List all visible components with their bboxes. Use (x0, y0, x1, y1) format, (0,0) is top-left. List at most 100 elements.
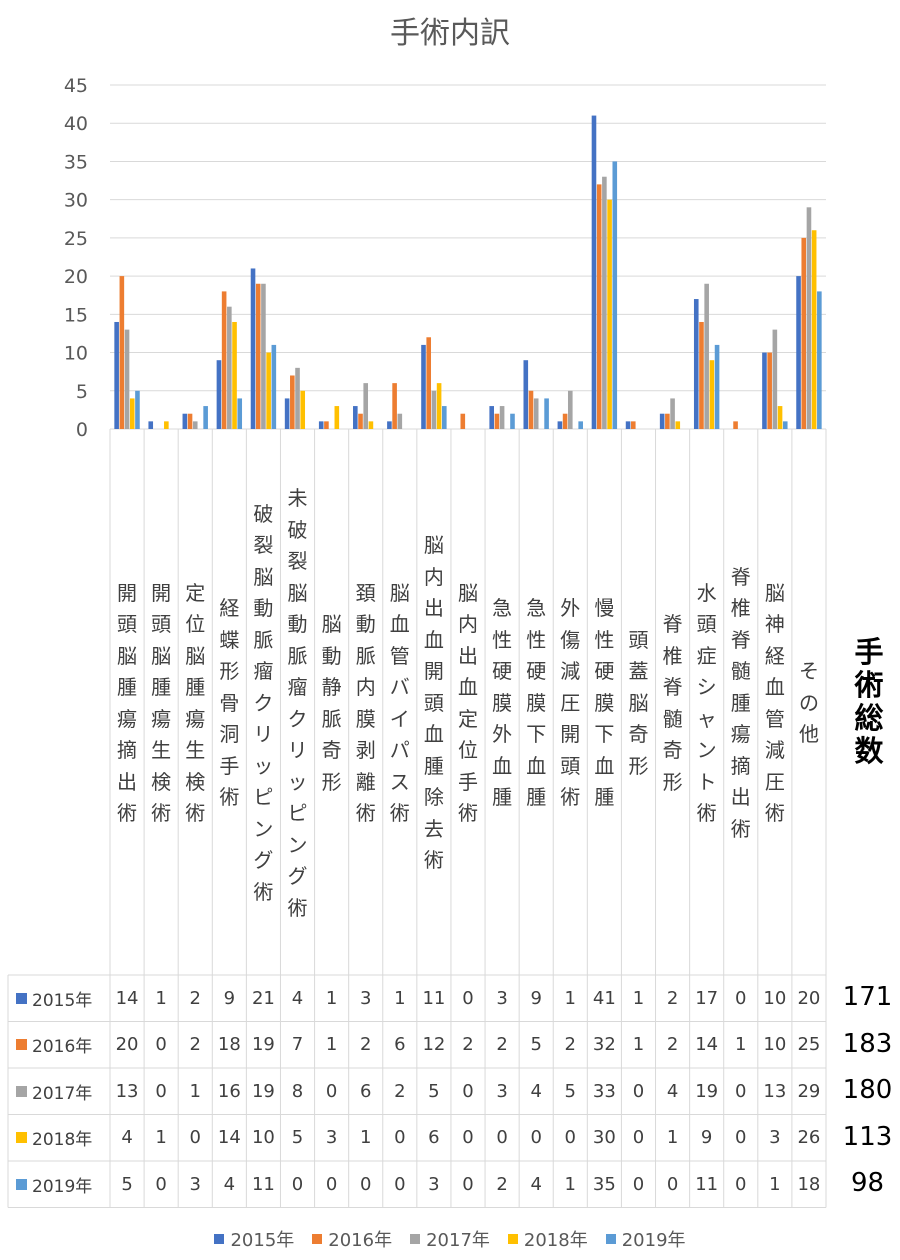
bar (129, 398, 135, 429)
table-cell: 17 (695, 987, 719, 1009)
bar (489, 406, 494, 429)
table-cell: 2 (496, 1173, 508, 1195)
table-cell: 19 (251, 1034, 275, 1055)
bar (164, 421, 169, 429)
bar (817, 291, 822, 429)
table-cell: 4 (223, 1173, 236, 1195)
table-cell: 0 (632, 1080, 645, 1102)
bar (135, 390, 140, 429)
bar (494, 413, 500, 429)
table-cell: 3 (769, 1127, 781, 1148)
table-cell: 20 (797, 987, 821, 1009)
category-label: 定位脳腫瘍生検術 (185, 580, 206, 826)
table-cell: 5 (121, 1173, 133, 1195)
table-cell: 1 (325, 1034, 338, 1055)
table-cell: 1 (359, 1127, 372, 1148)
table-cell: 5 (530, 1034, 542, 1055)
bar (591, 115, 597, 430)
table-cell: 18 (797, 1173, 821, 1195)
table-cell: 5 (564, 1080, 576, 1102)
table-cell: 0 (325, 1080, 338, 1102)
y-tick-label: 30 (64, 190, 88, 212)
series-swatch (16, 1178, 27, 1190)
table-cell: 25 (797, 1034, 821, 1055)
table-cell: 35 (592, 1173, 616, 1195)
series-swatch (16, 1085, 27, 1097)
category-label: 破裂脳動脈瘤クリッピング術 (253, 501, 274, 904)
category-label: 外傷減圧開頭術 (560, 596, 581, 810)
table-cell: 33 (592, 1080, 616, 1102)
category-label: 慢性硬膜下血腫 (594, 596, 615, 810)
category-label: 脳内出血定位手術 (458, 580, 478, 826)
table-cell: 13 (115, 1080, 139, 1102)
bar (533, 398, 539, 429)
legend-swatch (214, 1234, 225, 1244)
bar (767, 352, 772, 429)
bar (237, 398, 243, 429)
series-row-label: 2018年 (10, 1115, 106, 1161)
legend-swatch (507, 1234, 518, 1244)
bar (436, 383, 442, 429)
category-label: 脊椎脊髄奇形 (662, 612, 683, 794)
table-cell: 1 (564, 987, 576, 1009)
bar (114, 321, 119, 429)
bar (216, 360, 222, 429)
bar (811, 230, 817, 429)
series-name: 2015年 (32, 990, 93, 1011)
table-cell: 11 (251, 1173, 275, 1195)
legend-item: 2018年 (507, 1226, 588, 1252)
table-cell: 6 (359, 1080, 372, 1102)
table-cell: 12 (422, 1034, 446, 1055)
bar (387, 421, 392, 429)
legend-swatch (605, 1234, 616, 1244)
table-cell: 0 (735, 1080, 747, 1102)
bar (192, 421, 198, 429)
bar (431, 390, 437, 429)
table-cell: 21 (251, 987, 275, 1009)
table-cell: 0 (735, 1173, 747, 1195)
category-label: 頭蓋脳奇形 (628, 627, 649, 778)
table-cell: 2 (359, 1034, 372, 1055)
table-cell: 0 (462, 1080, 474, 1102)
y-tick-label: 25 (64, 228, 88, 250)
bar (806, 207, 812, 429)
bar (670, 398, 675, 429)
bar (124, 329, 130, 429)
table-cell: 1 (666, 1127, 679, 1148)
table-cell: 19 (695, 1080, 719, 1102)
table-cell: 1 (394, 987, 406, 1009)
bar (777, 406, 783, 429)
legend-item: 2016年 (312, 1226, 392, 1252)
series-swatch (16, 1132, 27, 1143)
table-cell: 9 (223, 987, 236, 1009)
legend-swatch (410, 1234, 421, 1244)
table-cell: 0 (462, 987, 474, 1009)
bar (295, 367, 300, 429)
table-cell: 11 (422, 987, 446, 1009)
table-cell: 30 (592, 1127, 616, 1148)
legend-item: 2017年 (410, 1226, 490, 1252)
table-cell: 0 (325, 1173, 338, 1195)
table-cell: 0 (462, 1173, 474, 1195)
bar (392, 383, 397, 429)
table-cell: 0 (189, 1127, 201, 1148)
table-cell: 4 (121, 1127, 133, 1148)
table-cell: 0 (496, 1127, 508, 1148)
bar (625, 421, 631, 429)
y-tick-label: 0 (76, 419, 88, 441)
legend-label: 2016年 (328, 1230, 393, 1251)
bar (699, 321, 704, 429)
bar (363, 383, 369, 429)
legend-label: 2019年 (621, 1230, 686, 1251)
table-cell: 2 (496, 1034, 508, 1055)
bar (772, 329, 778, 429)
bar (284, 398, 290, 429)
bar (801, 237, 807, 429)
bar (762, 352, 767, 429)
table-cell: 0 (632, 1127, 645, 1148)
table-cell: 20 (115, 1034, 139, 1055)
bar (733, 421, 738, 429)
bar (612, 161, 618, 429)
y-tick-label: 40 (64, 113, 88, 135)
bar (119, 276, 125, 429)
